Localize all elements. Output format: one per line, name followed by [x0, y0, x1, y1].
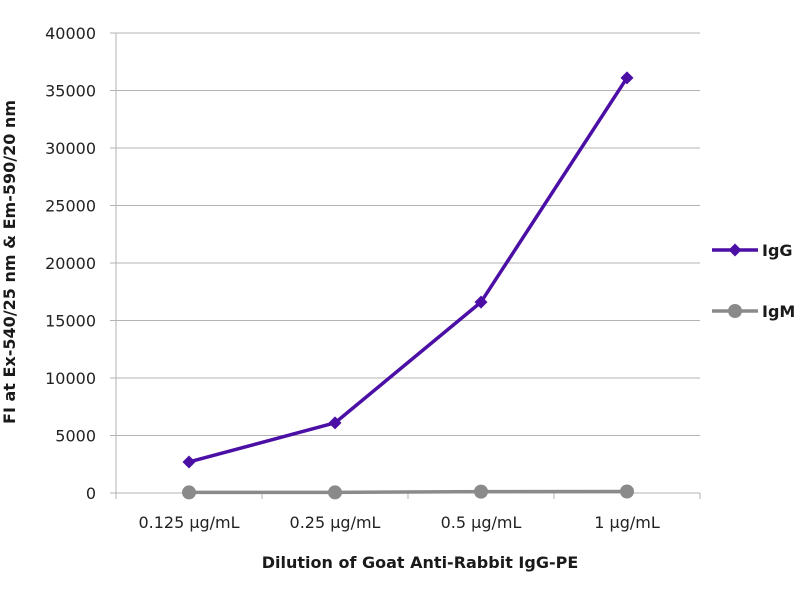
x-tick-label: 0.5 µg/mL — [441, 513, 522, 532]
y-axis-ticks: 0 5000 10000 15000 20000 25000 30000 35000 40000 — [45, 24, 116, 503]
y-tick-label: 40000 — [45, 24, 96, 43]
legend-item-IgG: IgG — [712, 241, 793, 260]
legend-item-IgM: IgM — [712, 302, 795, 321]
data-point-IgM-1 — [328, 485, 342, 500]
y-tick-label: 0 — [86, 484, 96, 503]
y-tick-label: 15000 — [45, 312, 96, 331]
legend: IgG IgM — [712, 241, 795, 321]
series-IgG — [182, 71, 634, 469]
series-layer — [182, 71, 634, 500]
series-line-IgM — [189, 489, 628, 495]
x-tick-label: 0.125 µg/mL — [138, 513, 239, 532]
x-tick-label: 1 µg/mL — [594, 513, 660, 532]
data-point-IgM-2 — [474, 484, 488, 499]
y-tick-label: 5000 — [55, 427, 96, 446]
legend-label: IgG — [762, 241, 793, 260]
data-point-IgG-2 — [474, 295, 488, 309]
y-tick-label: 25000 — [45, 197, 96, 216]
data-point-IgG-3 — [620, 71, 634, 85]
y-tick-label: 30000 — [45, 139, 96, 158]
legend-label: IgM — [762, 302, 795, 321]
data-point-legend-IgG-0 — [728, 243, 742, 257]
series-IgM — [182, 484, 634, 500]
data-point-IgG-0 — [182, 455, 196, 469]
x-tick-label: 0.25 µg/mL — [290, 513, 381, 532]
y-tick-label: 10000 — [45, 369, 96, 388]
series-line-IgG — [188, 76, 629, 464]
x-axis-title: Dilution of Goat Anti-Rabbit IgG-PE — [262, 553, 579, 572]
y-tick-label: 20000 — [45, 254, 96, 273]
data-point-legend-IgM-0 — [728, 304, 742, 318]
gridlines — [116, 32, 700, 436]
data-point-IgG-1 — [328, 416, 342, 430]
y-tick-label: 35000 — [45, 82, 96, 101]
data-point-IgM-3 — [620, 484, 634, 499]
y-axis-title: FI at Ex-540/25 nm & Em-590/20 nm — [0, 100, 19, 424]
data-point-IgM-0 — [182, 485, 196, 500]
x-axis-ticks: 0.125 µg/mL 0.25 µg/mL 0.5 µg/mL 1 µg/mL — [115, 493, 701, 532]
